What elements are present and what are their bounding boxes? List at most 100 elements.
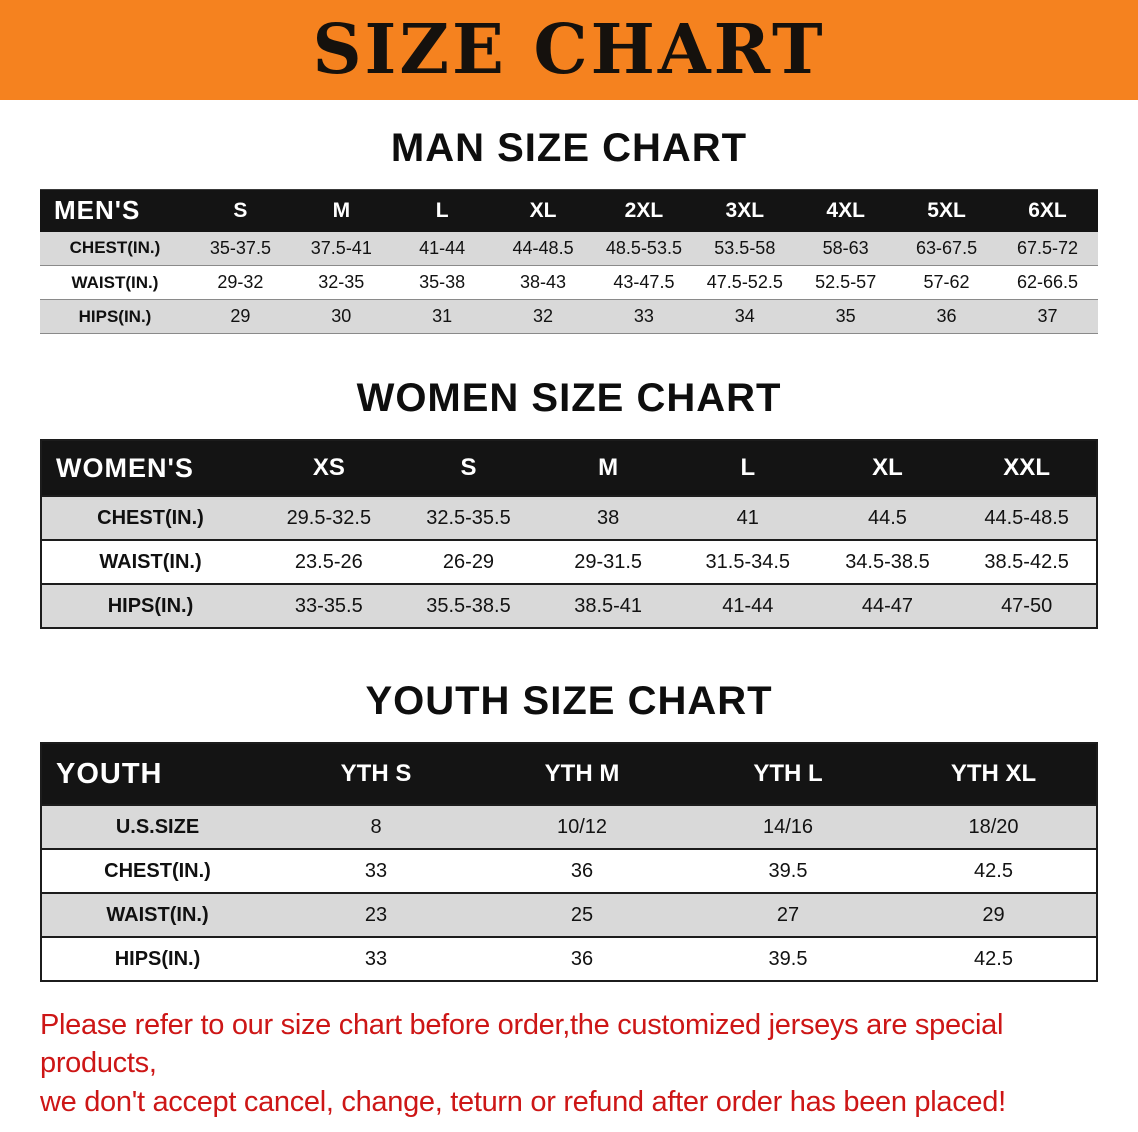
size-value-cell: 33 xyxy=(633,306,654,326)
size-column-header: M xyxy=(290,189,392,232)
size-value-cell: 14/16 xyxy=(762,815,814,838)
size-column-header: 2XL xyxy=(593,189,695,232)
size-value-cell: 37 xyxy=(1037,306,1058,326)
size-value-cell: 35-37.5 xyxy=(209,237,271,258)
size-value-cell: 31 xyxy=(432,306,453,326)
size-column-header: L xyxy=(391,189,493,232)
size-value-cell: 44.5-48.5 xyxy=(984,506,1069,529)
banner: SIZE CHART xyxy=(0,0,1138,100)
size-value-cell: 23.5-26 xyxy=(294,550,363,573)
size-value-cell: 38.5-41 xyxy=(574,594,643,617)
disclaimer-line-1: Please refer to our size chart before or… xyxy=(40,1009,1004,1080)
table-header-row: YOUTH YTH S YTH M YTH L YTH XL xyxy=(41,743,1097,805)
size-value-cell: 26-29 xyxy=(442,550,495,573)
row-label: HIPS(IN.) xyxy=(114,947,201,970)
size-value-cell: 53.5-58 xyxy=(714,237,776,258)
size-value-cell: 41-44 xyxy=(419,237,466,258)
table-row: CHEST(IN.) 33 36 39.5 42.5 xyxy=(41,849,1097,893)
women-section-heading: WOMEN SIZE CHART xyxy=(356,376,782,420)
table-row: CHEST(IN.) 35-37.5 37.5-41 41-44 44-48.5 48.5… xyxy=(40,231,1098,266)
youth-size-table: YOUTH YTH S YTH M YTH L YTH XL U.S.SIZE 8 10/12… xyxy=(40,742,1098,982)
size-value-cell: 30 xyxy=(331,306,352,326)
men-size-table: MEN'S S M L XL 2XL 3XL 4XL 5XL 6XL CHEST(IN.) 35-37… xyxy=(40,189,1098,334)
table-row: HIPS(IN.) 33 36 39.5 42.5 xyxy=(41,937,1097,981)
size-value-cell: 34.5-38.5 xyxy=(845,550,930,573)
size-value-cell: 47.5-52.5 xyxy=(706,272,783,292)
men-size-section: MAN SIZE CHART MEN'S S M L XL 2XL 3XL 4XL 5XL 6XL… xyxy=(40,126,1098,334)
size-value-cell: 67.5-72 xyxy=(1016,237,1079,258)
size-column-header: M xyxy=(538,440,678,496)
size-value-cell: 35 xyxy=(835,306,856,326)
size-column-header: XS xyxy=(259,440,399,496)
size-value-cell: 36 xyxy=(936,306,957,326)
size-value-cell: 39.5 xyxy=(768,859,808,882)
size-value-cell: 44-48.5 xyxy=(512,237,574,258)
size-value-cell: 29.5-32.5 xyxy=(286,506,372,529)
disclaimer-line-2: we don't accept cancel, change, teturn o… xyxy=(40,1085,1006,1118)
size-column-header: YTH L xyxy=(685,743,891,805)
size-column-header: XXL xyxy=(957,440,1097,496)
table-row: U.S.SIZE 8 10/12 14/16 18/20 xyxy=(41,805,1097,849)
table-row: HIPS(IN.) 29 30 31 32 33 34 35 36 37 xyxy=(40,299,1098,334)
size-value-cell: 23 xyxy=(364,903,388,926)
row-label: WAIST(IN.) xyxy=(99,550,202,573)
size-column-header: S xyxy=(190,189,291,232)
youth-section-heading: YOUTH SIZE CHART xyxy=(365,679,773,723)
size-value-cell: 38 xyxy=(597,506,620,529)
size-value-cell: 42.5 xyxy=(974,947,1013,970)
disclaimer: Please refer to our size chart before or… xyxy=(40,1006,1098,1121)
size-value-cell: 41 xyxy=(736,506,759,529)
row-label: HIPS(IN.) xyxy=(107,594,194,617)
size-column-header: 6XL xyxy=(997,189,1098,232)
table-title-cell: YOUTH xyxy=(41,743,273,805)
size-value-cell: 36 xyxy=(570,859,594,882)
size-value-cell: 10/12 xyxy=(556,815,608,838)
size-column-header: L xyxy=(677,440,818,496)
size-value-cell: 34 xyxy=(734,306,755,326)
size-value-cell: 32 xyxy=(533,306,554,326)
table-row: CHEST(IN.) 29.5-32.5 32.5-35.5 38 41 44.5 44.5… xyxy=(41,496,1097,540)
men-section-heading: MAN SIZE CHART xyxy=(390,126,748,170)
size-value-cell: 38-43 xyxy=(520,272,567,292)
page-title: SIZE CHART xyxy=(312,10,826,90)
size-value-cell: 44.5 xyxy=(867,506,907,529)
size-column-header: 3XL xyxy=(694,189,796,232)
size-column-header: 5XL xyxy=(896,189,997,232)
size-value-cell: 47-50 xyxy=(1001,594,1053,617)
size-value-cell: 41-44 xyxy=(722,594,774,617)
table-title-cell: WOMEN'S xyxy=(41,440,259,496)
row-label: CHEST(IN.) xyxy=(104,859,211,882)
row-label: WAIST(IN.) xyxy=(106,903,209,926)
size-value-cell: 29-32 xyxy=(217,272,264,292)
size-value-cell: 27 xyxy=(776,903,800,926)
size-value-cell: 29 xyxy=(982,903,1005,926)
row-label: WAIST(IN.) xyxy=(71,272,159,292)
table-row: WAIST(IN.) 29-32 32-35 35-38 38-43 43-47.5 47.… xyxy=(40,265,1098,300)
size-value-cell: 52.5-57 xyxy=(815,272,877,292)
size-column-header: XL xyxy=(492,189,594,232)
row-label: CHEST(IN.) xyxy=(69,238,161,258)
size-column-header: YTH XL xyxy=(891,743,1097,805)
size-value-cell: 58-63 xyxy=(822,237,869,258)
size-value-cell: 43-47.5 xyxy=(613,272,675,292)
size-value-cell: 39.5 xyxy=(768,947,808,970)
table-title-cell: MEN'S xyxy=(40,189,190,232)
size-value-cell: 42.5 xyxy=(974,859,1013,882)
table-header-row: MEN'S S M L XL 2XL 3XL 4XL 5XL 6XL xyxy=(40,189,1098,232)
size-value-cell: 32-35 xyxy=(318,272,365,292)
size-value-cell: 29 xyxy=(230,306,251,326)
size-column-header: XL xyxy=(817,440,958,496)
size-column-header: YTH M xyxy=(479,743,685,805)
size-value-cell: 29-31.5 xyxy=(574,550,643,573)
size-value-cell: 48.5-53.5 xyxy=(605,237,682,258)
content: MAN SIZE CHART MEN'S S M L XL 2XL 3XL 4XL 5XL 6XL… xyxy=(40,126,1098,1121)
size-value-cell: 44-47 xyxy=(861,594,914,617)
size-value-cell: 57-62 xyxy=(923,272,970,292)
size-value-cell: 33 xyxy=(364,947,388,970)
women-size-table: WOMEN'S XS S M L XL XXL CHEST(IN.) 29.5-32.5 32.5… xyxy=(40,439,1098,629)
women-size-section: WOMEN SIZE CHART WOMEN'S XS S M L XL XXL CHEST(… xyxy=(40,376,1098,629)
table-row: HIPS(IN.) 33-35.5 35.5-38.5 38.5-41 41-44 44-… xyxy=(41,584,1097,628)
size-value-cell: 62-66.5 xyxy=(1016,272,1079,292)
size-value-cell: 63-67.5 xyxy=(916,237,978,258)
